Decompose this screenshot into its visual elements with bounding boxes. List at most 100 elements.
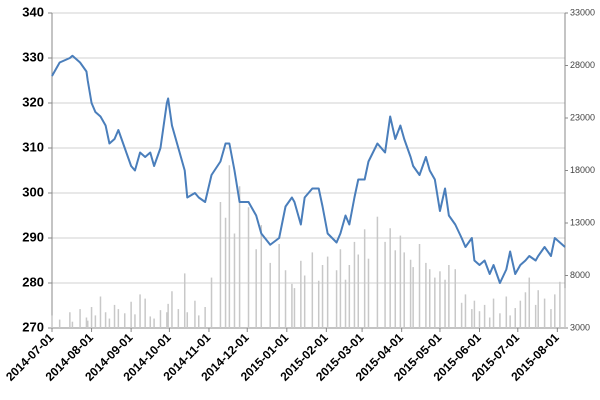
volume-bar — [326, 256, 329, 328]
volume-bar — [357, 254, 360, 328]
volume-bar — [434, 277, 436, 328]
volume-bar — [117, 309, 120, 328]
volume-bar — [509, 315, 511, 328]
volume-bar — [384, 241, 386, 328]
volume-bar — [559, 281, 561, 328]
volume-bar — [454, 269, 457, 328]
volume-bar — [194, 300, 196, 328]
volume-bar — [353, 241, 356, 328]
volume-bar — [291, 283, 293, 328]
volume-bar — [473, 300, 476, 328]
volume-bar — [224, 217, 227, 328]
volume-bar — [183, 273, 186, 328]
y-tick-label: 310 — [22, 139, 44, 154]
volume-bar — [460, 302, 463, 328]
price-line — [51, 54, 566, 284]
volume-bar — [300, 260, 302, 328]
volume-bar — [339, 249, 342, 328]
volume-bar — [166, 312, 168, 328]
volume-bar — [394, 250, 397, 328]
volume-bar — [94, 315, 97, 328]
volume-bar — [269, 262, 271, 328]
volume-bar — [284, 270, 287, 328]
y2-tick-label: 28000 — [570, 60, 595, 70]
volume-bar — [439, 271, 441, 328]
volume-bar — [210, 277, 213, 328]
volume-bar — [403, 252, 405, 328]
volume-bar — [514, 308, 516, 328]
volume-bar — [492, 298, 495, 328]
volume-bar — [233, 233, 236, 328]
volume-bar — [260, 225, 263, 328]
volume-bar — [444, 279, 446, 328]
volume-bar — [186, 312, 189, 328]
y-tick-label: 270 — [22, 319, 44, 334]
volume-bar — [554, 294, 556, 328]
volume-bar — [483, 304, 486, 328]
y-tick-label: 320 — [22, 94, 44, 109]
volume-bar — [418, 244, 421, 328]
volume-bar — [464, 294, 467, 328]
volume-bar — [303, 275, 306, 328]
y-tick-label: 290 — [22, 229, 44, 244]
volume-bar — [317, 280, 320, 328]
volume-bar — [564, 288, 566, 328]
volume-bar — [204, 307, 206, 328]
volume-bar — [247, 207, 250, 328]
volume-bar — [90, 307, 93, 328]
volume-bar — [543, 298, 546, 328]
volume-bar — [51, 315, 53, 328]
volume-bar — [448, 265, 450, 328]
volume-bar — [519, 300, 522, 328]
volume-bar — [228, 165, 231, 328]
volume-bar — [524, 292, 527, 328]
volume-bar — [550, 309, 552, 328]
volume-bar — [534, 304, 537, 328]
volume-bar — [86, 320, 89, 328]
volume-bar — [412, 267, 414, 328]
volume-bar — [478, 311, 481, 328]
volume-bar — [177, 309, 180, 328]
volume-bar — [367, 258, 370, 328]
y2-tick-label: 23000 — [570, 112, 595, 122]
volume-bar — [278, 244, 280, 328]
volume-bar — [321, 265, 324, 328]
volume-bar — [144, 298, 146, 328]
volume-bar — [134, 314, 136, 328]
y2-tick-label: 33000 — [570, 7, 595, 17]
volume-bar — [139, 294, 141, 328]
volume-bar — [171, 291, 173, 328]
y-tick-label: 330 — [22, 49, 44, 64]
y2-tick-label: 18000 — [570, 165, 595, 175]
volume-bar — [428, 269, 431, 328]
volume-bar — [219, 202, 222, 328]
volume-bar — [71, 321, 74, 328]
volume-bar — [153, 318, 155, 328]
volume-bar — [528, 277, 531, 328]
y2-tick-label: 8000 — [570, 270, 590, 280]
y-tick-label: 340 — [22, 4, 44, 19]
volume-bar — [409, 259, 412, 328]
volume-bar — [425, 262, 427, 328]
volume-bar — [399, 235, 402, 328]
volume-bar — [537, 290, 539, 328]
volume-bar — [505, 296, 508, 328]
volume-bar — [108, 318, 111, 328]
volume-bar — [79, 309, 81, 328]
volume-bar — [376, 216, 379, 328]
volume-bar — [293, 288, 296, 328]
volume-bar — [471, 309, 473, 328]
volume-bar — [123, 313, 126, 328]
volume-bar — [488, 317, 491, 328]
volume-bar — [149, 316, 152, 328]
volume-bar — [363, 229, 366, 328]
volume-bar — [238, 186, 241, 328]
volume-bar — [104, 312, 107, 328]
y2-tick-label: 3000 — [570, 322, 590, 332]
volume-bar — [85, 317, 88, 328]
volume-bar — [198, 315, 200, 328]
volume-bar — [499, 313, 501, 328]
volume-bar — [389, 228, 391, 328]
volume-bar — [167, 303, 169, 328]
